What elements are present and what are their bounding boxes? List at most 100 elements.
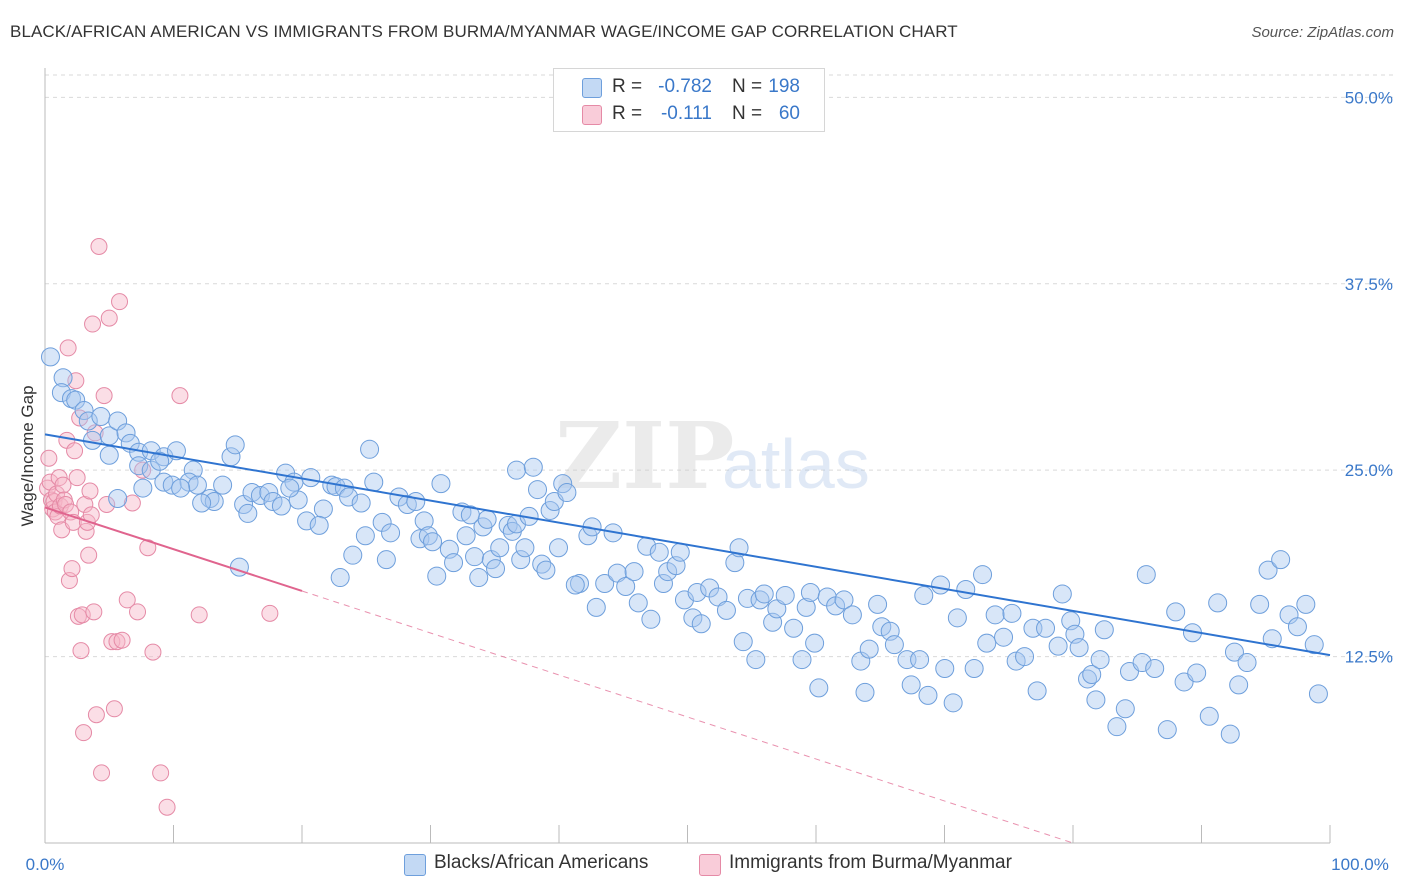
data-point-black xyxy=(515,538,535,558)
axes xyxy=(44,68,1331,844)
x-tick-label: 100.0% xyxy=(1331,855,1389,874)
data-point-black xyxy=(297,511,317,531)
data-point-burma xyxy=(77,522,95,540)
data-point-burma xyxy=(54,476,72,494)
data-point-burma xyxy=(113,631,131,649)
data-point-black xyxy=(964,659,984,679)
data-point-black xyxy=(171,478,191,498)
data-point-black xyxy=(477,509,497,529)
data-point-black xyxy=(1145,659,1165,679)
legend-label-black: Blacks/African Americans xyxy=(434,852,649,873)
data-point-burma xyxy=(95,387,113,405)
data-point-black xyxy=(82,430,102,450)
legend-n-label: N = xyxy=(732,76,763,97)
data-point-black xyxy=(796,597,816,617)
data-point-black xyxy=(1006,651,1026,671)
data-point-burma xyxy=(85,603,103,621)
data-point-black xyxy=(918,685,938,705)
data-point-black xyxy=(309,515,329,535)
data-point-black xyxy=(511,550,531,570)
data-point-black xyxy=(1187,663,1207,683)
data-point-black xyxy=(280,478,300,498)
data-point-black xyxy=(40,347,60,367)
data-point-black xyxy=(343,545,363,565)
tick-labels: 12.5% 25.0% 37.5% 50.0% 0.0% 100.0% xyxy=(26,88,1393,874)
data-point-black xyxy=(842,605,862,625)
data-point-black xyxy=(1090,650,1110,670)
data-point-black xyxy=(834,590,854,610)
data-point-black xyxy=(586,597,606,617)
data-point-black xyxy=(1199,706,1219,726)
trend-lines xyxy=(44,433,1331,844)
data-point-black xyxy=(1258,560,1278,580)
watermark-zip: ZIP xyxy=(555,402,734,510)
data-point-black xyxy=(183,460,203,480)
legend-swatch-pink xyxy=(699,854,721,876)
data-point-burma xyxy=(40,449,58,467)
data-point-black xyxy=(355,526,375,546)
data-point-black xyxy=(1271,550,1291,570)
data-point-black xyxy=(616,577,636,597)
data-point-burma xyxy=(118,591,136,609)
data-point-burma xyxy=(190,606,208,624)
watermark: ZIP atlas xyxy=(555,402,870,510)
trendline-burma-extension xyxy=(301,590,1074,844)
legend-row-black: R = -0.782 N = 198 xyxy=(554,74,824,100)
data-point-black xyxy=(994,627,1014,647)
legend-swatch-pink xyxy=(582,105,602,125)
data-point-black xyxy=(536,560,556,580)
legend-swatch-blue xyxy=(582,78,602,98)
data-point-burma xyxy=(93,764,111,782)
data-point-black xyxy=(931,575,951,595)
data-point-black xyxy=(1304,635,1324,655)
data-point-black xyxy=(1308,684,1328,704)
data-point-burma xyxy=(152,764,170,782)
data-point-black xyxy=(99,445,119,465)
data-point-black xyxy=(855,682,875,702)
data-point-black xyxy=(192,493,212,513)
y-axis-label: Wage/Income Gap xyxy=(18,385,37,527)
data-point-black xyxy=(553,474,573,494)
legend-row-burma: R = -0.111 N = 60 xyxy=(554,101,824,127)
data-point-black xyxy=(456,526,476,546)
data-point-burma xyxy=(59,339,77,357)
data-point-black xyxy=(868,594,888,614)
series-black-points xyxy=(40,347,1328,744)
data-point-black xyxy=(792,650,812,670)
data-point-burma xyxy=(105,700,123,718)
data-point-black xyxy=(1082,664,1102,684)
data-point-burma xyxy=(129,603,147,621)
data-point-burma xyxy=(158,798,176,816)
legend-label-burma: Immigrants from Burma/Myanmar xyxy=(729,852,1012,873)
data-point-black xyxy=(271,496,291,516)
data-point-black xyxy=(1208,593,1228,613)
data-point-black xyxy=(1262,629,1282,649)
data-point-black xyxy=(805,633,825,653)
data-point-burma xyxy=(261,604,279,622)
data-point-black xyxy=(507,460,527,480)
data-point-burma xyxy=(139,539,157,557)
data-point-burma xyxy=(76,495,94,513)
data-point-black xyxy=(956,579,976,599)
data-point-black xyxy=(381,523,401,543)
data-point-black xyxy=(469,568,489,588)
y-tick-label: 37.5% xyxy=(1345,275,1393,294)
data-point-black xyxy=(784,618,804,638)
data-point-black xyxy=(528,480,548,500)
data-point-black xyxy=(947,608,967,628)
data-point-black xyxy=(691,614,711,634)
data-point-burma xyxy=(81,482,99,500)
data-point-black xyxy=(1094,620,1114,640)
data-point-black xyxy=(754,584,774,604)
data-point-black xyxy=(1048,636,1068,656)
data-point-black xyxy=(423,532,443,552)
data-point-black xyxy=(985,605,1005,625)
data-point-black xyxy=(238,503,258,523)
legend-n-label: N = xyxy=(732,103,763,124)
trendline-black xyxy=(44,433,1331,657)
data-point-black xyxy=(53,368,73,388)
data-point-black xyxy=(872,617,892,637)
data-point-burma xyxy=(66,442,84,460)
data-point-burma xyxy=(123,494,141,512)
